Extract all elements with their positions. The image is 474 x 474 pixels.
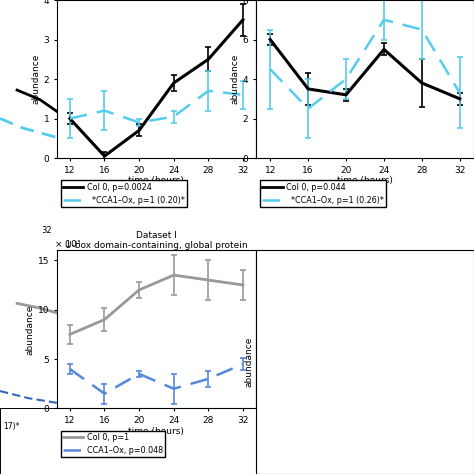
Y-axis label: abundance: abundance [32,54,41,104]
Y-axis label: abundance: abundance [231,54,240,104]
X-axis label: time (hours): time (hours) [128,176,184,185]
Legend: Col 0, p=0.044,   *CCA1–Ox, p=1 (0.26)*: Col 0, p=0.044, *CCA1–Ox, p=1 (0.26)* [260,180,386,207]
X-axis label: time (hours): time (hours) [128,427,184,436]
Text: × 10³: × 10³ [55,240,81,249]
Text: 17)*: 17)* [3,422,19,431]
Text: 32: 32 [41,408,52,417]
Y-axis label: abundance: abundance [26,304,35,355]
Y-axis label: abundance: abundance [244,337,253,387]
Legend: Col 0, p=0.0024,   *CCA1–Ox, p=1 (0.20)*: Col 0, p=0.0024, *CCA1–Ox, p=1 (0.20)* [61,180,187,207]
Title: Dataset I
U-box domain-containing, global protein: Dataset I U-box domain-containing, globa… [65,231,248,250]
X-axis label: time (hours): time (hours) [337,176,393,185]
Text: 32: 32 [41,226,52,235]
Legend: Col 0, p=1, CCA1–Ox, p=0.048: Col 0, p=1, CCA1–Ox, p=0.048 [61,430,165,457]
Bar [0,408,57,474]
